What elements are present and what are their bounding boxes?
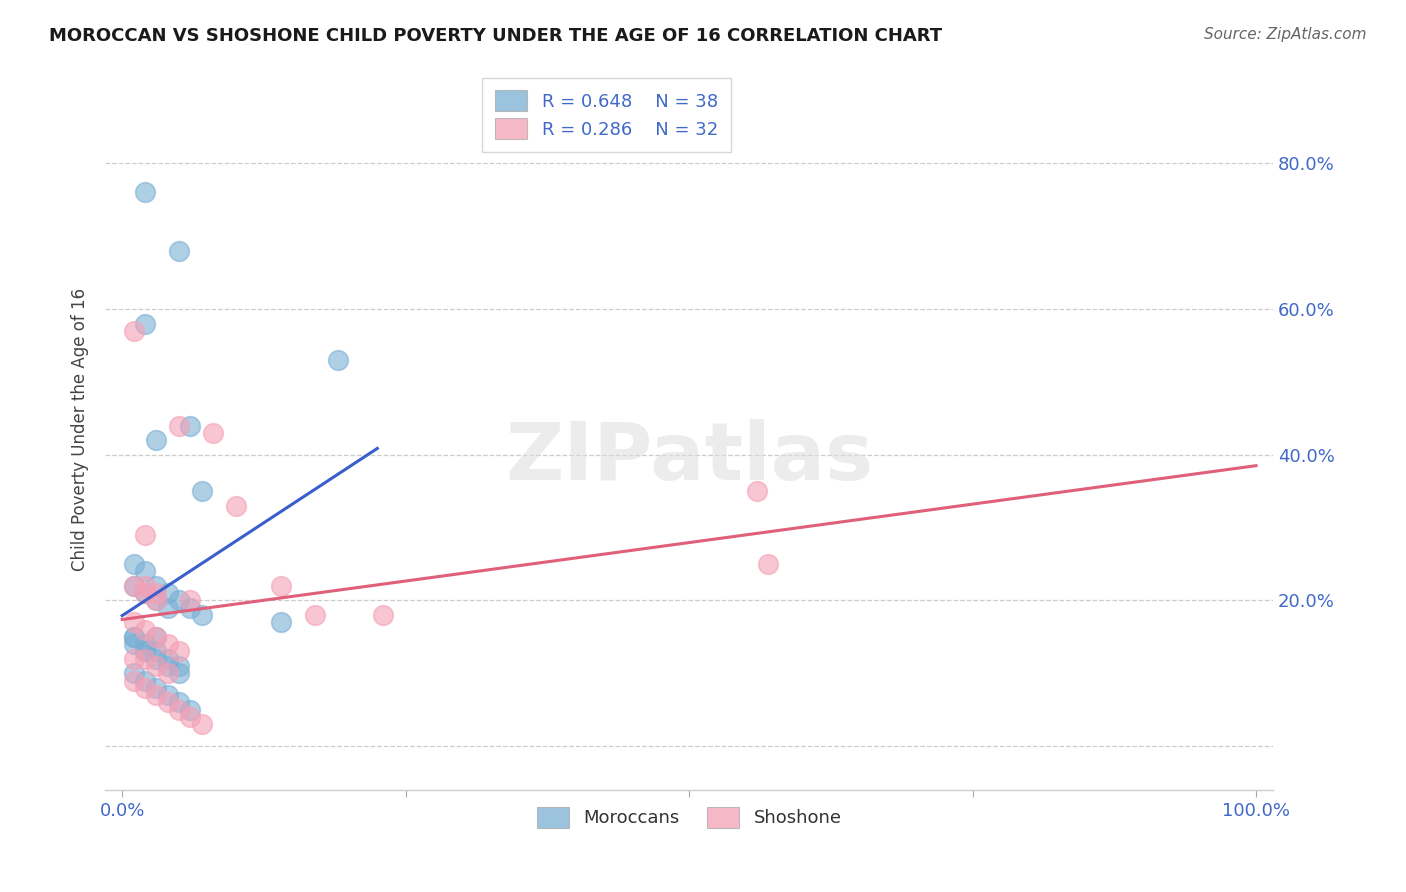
Point [122,324,145,338]
Point [122,579,145,593]
Y-axis label: Child Poverty Under the Age of 16: Child Poverty Under the Age of 16 [72,287,89,571]
Point [156,696,179,710]
Point [134,644,156,658]
Point [134,317,156,331]
Point [134,586,156,600]
Point [145,652,167,666]
Point [134,186,156,200]
Point [758,557,780,571]
Point [167,644,190,658]
Point [122,652,145,666]
Point [225,499,247,513]
Point [145,579,167,593]
Point [122,579,145,593]
Point [145,593,167,607]
Point [145,630,167,644]
Point [190,717,212,731]
Point [747,484,769,499]
Point [167,666,190,681]
Point [122,630,145,644]
Point [156,652,179,666]
Point [156,600,179,615]
Point [134,564,156,578]
Point [134,644,156,658]
Point [134,652,156,666]
Point [145,586,167,600]
Point [122,557,145,571]
Point [134,579,156,593]
Point [134,673,156,688]
Point [134,586,156,600]
Text: Source: ZipAtlas.com: Source: ZipAtlas.com [1204,27,1367,42]
Point [156,659,179,673]
Point [304,607,326,622]
Point [122,615,145,630]
Point [270,615,292,630]
Point [167,659,190,673]
Point [145,659,167,673]
Point [167,703,190,717]
Point [179,703,201,717]
Point [134,681,156,695]
Point [179,593,201,607]
Point [179,710,201,724]
Text: ZIPatlas: ZIPatlas [505,419,873,497]
Point [167,244,190,258]
Point [145,593,167,607]
Point [167,593,190,607]
Point [134,637,156,651]
Point [179,600,201,615]
Point [167,418,190,433]
Legend: Moroccans, Shoshone: Moroccans, Shoshone [529,800,849,835]
Point [201,425,224,440]
Point [190,484,212,499]
Point [134,528,156,542]
Point [122,666,145,681]
Point [145,630,167,644]
Point [167,696,190,710]
Point [145,644,167,658]
Point [179,418,201,433]
Text: MOROCCAN VS SHOSHONE CHILD POVERTY UNDER THE AGE OF 16 CORRELATION CHART: MOROCCAN VS SHOSHONE CHILD POVERTY UNDER… [49,27,942,45]
Point [371,607,394,622]
Point [156,586,179,600]
Point [134,623,156,637]
Point [145,681,167,695]
Point [156,666,179,681]
Point [145,433,167,447]
Point [156,637,179,651]
Point [122,673,145,688]
Point [122,630,145,644]
Point [156,688,179,702]
Point [270,579,292,593]
Point [122,637,145,651]
Point [190,607,212,622]
Point [326,353,349,368]
Point [145,688,167,702]
